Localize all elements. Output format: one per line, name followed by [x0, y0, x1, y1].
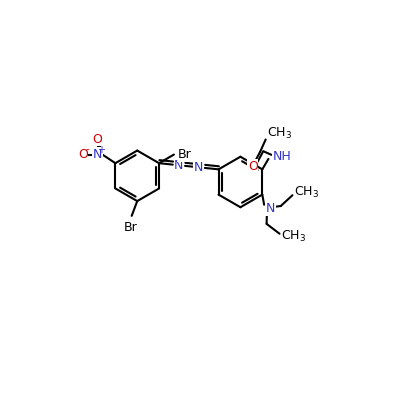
Text: +: + [98, 145, 106, 155]
Text: CH$_3$: CH$_3$ [294, 184, 320, 200]
Text: N: N [266, 202, 275, 215]
Text: N: N [93, 148, 102, 161]
Text: CH$_3$: CH$_3$ [267, 126, 292, 142]
Text: Br: Br [178, 148, 191, 161]
Text: O: O [78, 148, 88, 161]
Text: O: O [92, 133, 102, 146]
Text: CH$_3$: CH$_3$ [281, 229, 306, 244]
Text: O: O [248, 160, 258, 173]
Text: Br: Br [123, 222, 137, 234]
Text: N: N [194, 161, 204, 174]
Text: N: N [174, 159, 184, 172]
Text: -: - [86, 144, 89, 154]
Text: NH: NH [272, 150, 291, 163]
